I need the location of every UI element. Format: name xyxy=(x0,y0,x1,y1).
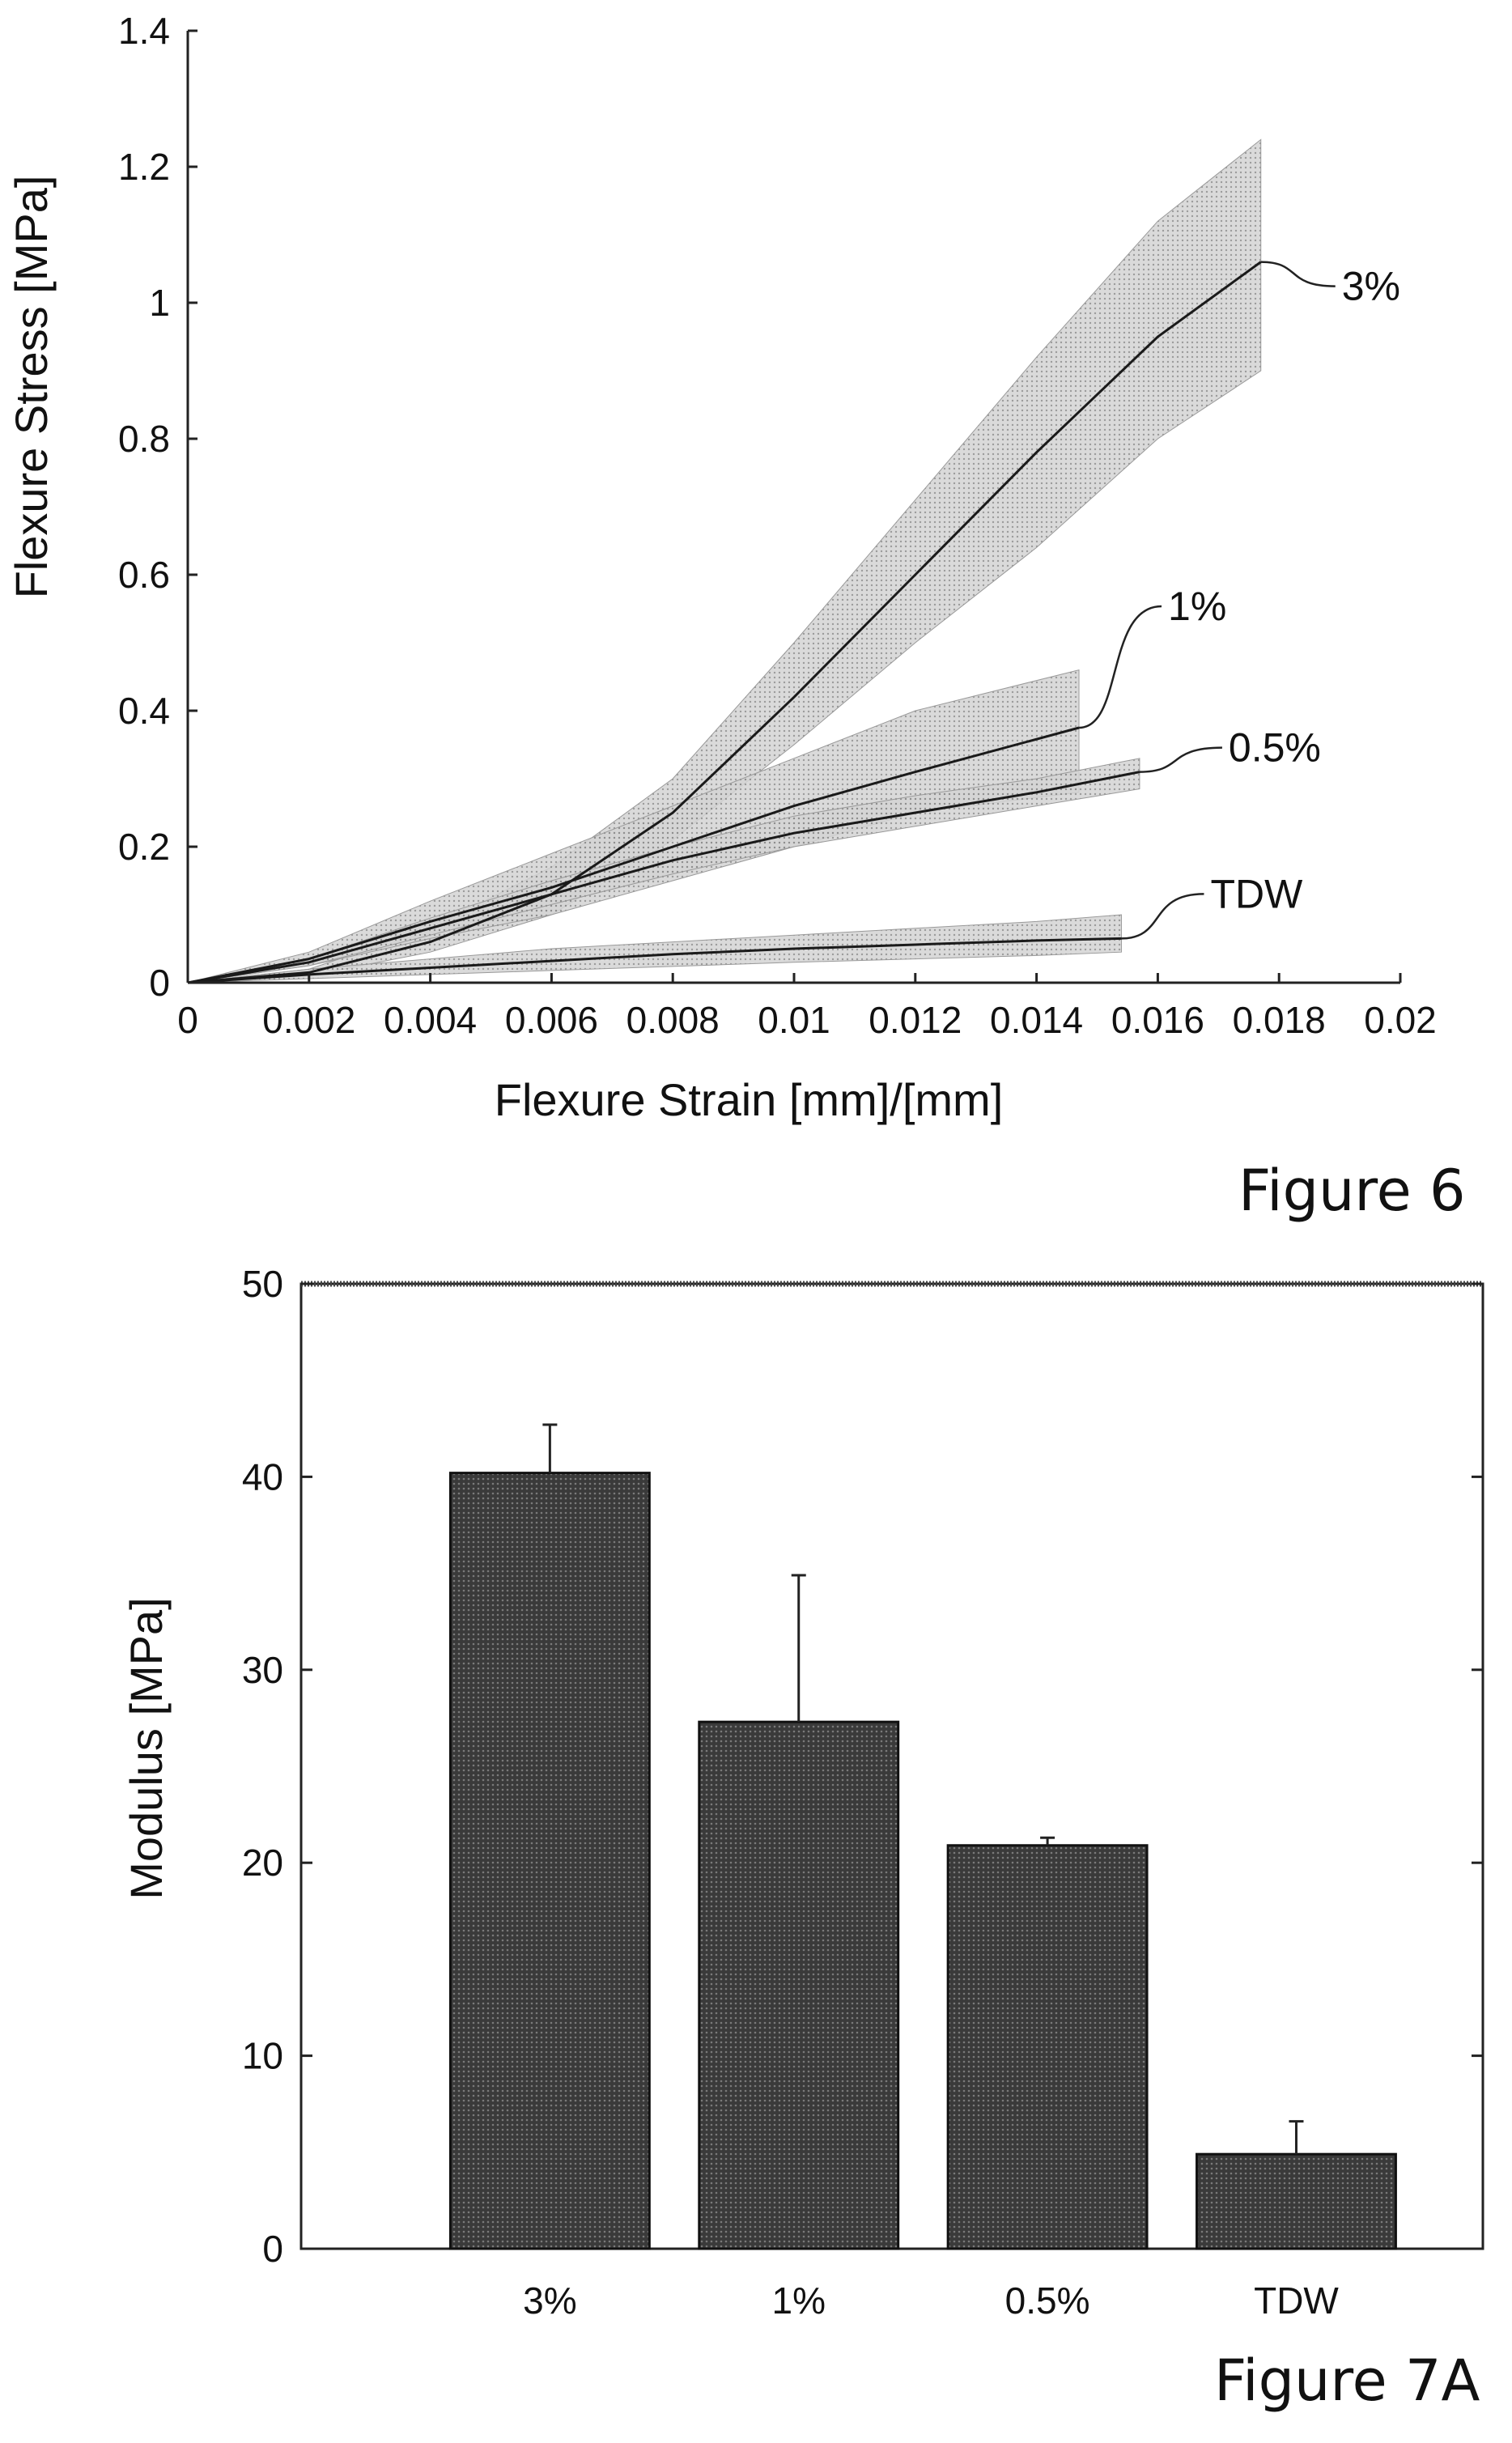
y-tick-label: 0.2 xyxy=(118,826,170,868)
line-0-5pct xyxy=(187,771,1140,984)
x-tick-label: 0.004 xyxy=(384,999,477,1041)
y-axis-label: Flexure Stress [MPa] xyxy=(6,176,57,599)
tick-labels: 0 10 20 30 40 50 3% 1% 0.5% TDW xyxy=(242,1263,1340,2322)
y-tick-label: 1.4 xyxy=(118,10,170,52)
error-bars xyxy=(542,1423,1304,2155)
leader-3pct xyxy=(1260,261,1336,287)
x-tick-label-tdw: TDW xyxy=(1254,2279,1339,2322)
x-tick-label: 0.018 xyxy=(1233,999,1326,1041)
confidence-bands xyxy=(187,138,1262,984)
series-label-tdw: TDW xyxy=(1210,871,1303,916)
x-tick-label: 0.002 xyxy=(262,999,355,1041)
y-tick-label: 40 xyxy=(242,1455,283,1498)
bar-0-5pct xyxy=(946,1844,1149,2250)
x-tick-label: 0.01 xyxy=(758,999,830,1041)
x-axis-label: Flexure Strain [mm]/[mm] xyxy=(495,1074,1004,1125)
band-1pct xyxy=(187,669,1080,984)
x-tick-label: 0.02 xyxy=(1364,999,1437,1041)
y-axis-label: Modulus [MPa] xyxy=(121,1597,172,1900)
y-tick-label: 20 xyxy=(242,1842,283,1884)
x-tick-label-1pct: 1% xyxy=(771,2279,825,2322)
leader-tdw xyxy=(1121,893,1204,940)
axes xyxy=(186,29,1402,984)
x-tick-label: 0.012 xyxy=(869,999,962,1041)
leader-1pct xyxy=(1078,605,1162,729)
series-labels: 3% 1% 0.5% TDW xyxy=(1078,261,1400,940)
x-tick-label: 0.008 xyxy=(626,999,720,1041)
series-label-0-5pct: 0.5% xyxy=(1229,725,1321,771)
flexure-stress-strain-chart: 0 0.002 0.004 0.006 0.008 0.01 0.012 0.014 0.016… xyxy=(6,10,1437,1125)
y-tick-label: 50 xyxy=(242,1263,283,1305)
y-tick-label: 10 xyxy=(242,2035,283,2077)
x-tick-label-0-5pct: 0.5% xyxy=(1005,2279,1090,2322)
y-tick-label: 1 xyxy=(149,282,170,324)
bar-tdw xyxy=(1196,2152,1397,2250)
y-tick-label: 30 xyxy=(242,1649,283,1691)
line-tdw xyxy=(187,937,1122,984)
y-tick-label: 0 xyxy=(149,962,170,1004)
y-tick-label: 0 xyxy=(262,2228,283,2270)
modulus-bar-chart: 0 10 20 30 40 50 3% 1% 0.5% TDW Modulus [MPa] xyxy=(121,1263,1484,2322)
line-3pct xyxy=(187,261,1262,984)
x-tick-label: 0.014 xyxy=(990,999,1083,1041)
figure-6-caption: Figure 6 xyxy=(1238,1158,1466,1224)
line-1pct xyxy=(187,726,1080,984)
bar-3pct xyxy=(448,1472,651,2250)
y-tick-label: 1.2 xyxy=(118,146,170,188)
bar-1pct xyxy=(698,1720,900,2250)
y-tick-label: 0.4 xyxy=(118,690,170,732)
series-lines xyxy=(187,261,1262,984)
series-label-3pct: 3% xyxy=(1342,264,1400,309)
x-tick-label: 0.016 xyxy=(1111,999,1204,1041)
band-tdw xyxy=(187,914,1122,984)
tick-labels: 0 0.002 0.004 0.006 0.008 0.01 0.012 0.014 0.016… xyxy=(118,10,1437,1041)
x-tick-label: 0 xyxy=(177,999,198,1041)
x-tick-label: 0.006 xyxy=(505,999,598,1041)
bars xyxy=(448,1472,1397,2250)
y-tick-label: 0.8 xyxy=(118,418,170,460)
leader-0-5pct xyxy=(1139,746,1222,773)
x-tick-label-3pct: 3% xyxy=(523,2279,576,2322)
y-tick-label: 0.6 xyxy=(118,554,170,596)
series-label-1pct: 1% xyxy=(1168,584,1226,629)
figure-7a-caption: Figure 7A xyxy=(1214,2347,1480,2414)
